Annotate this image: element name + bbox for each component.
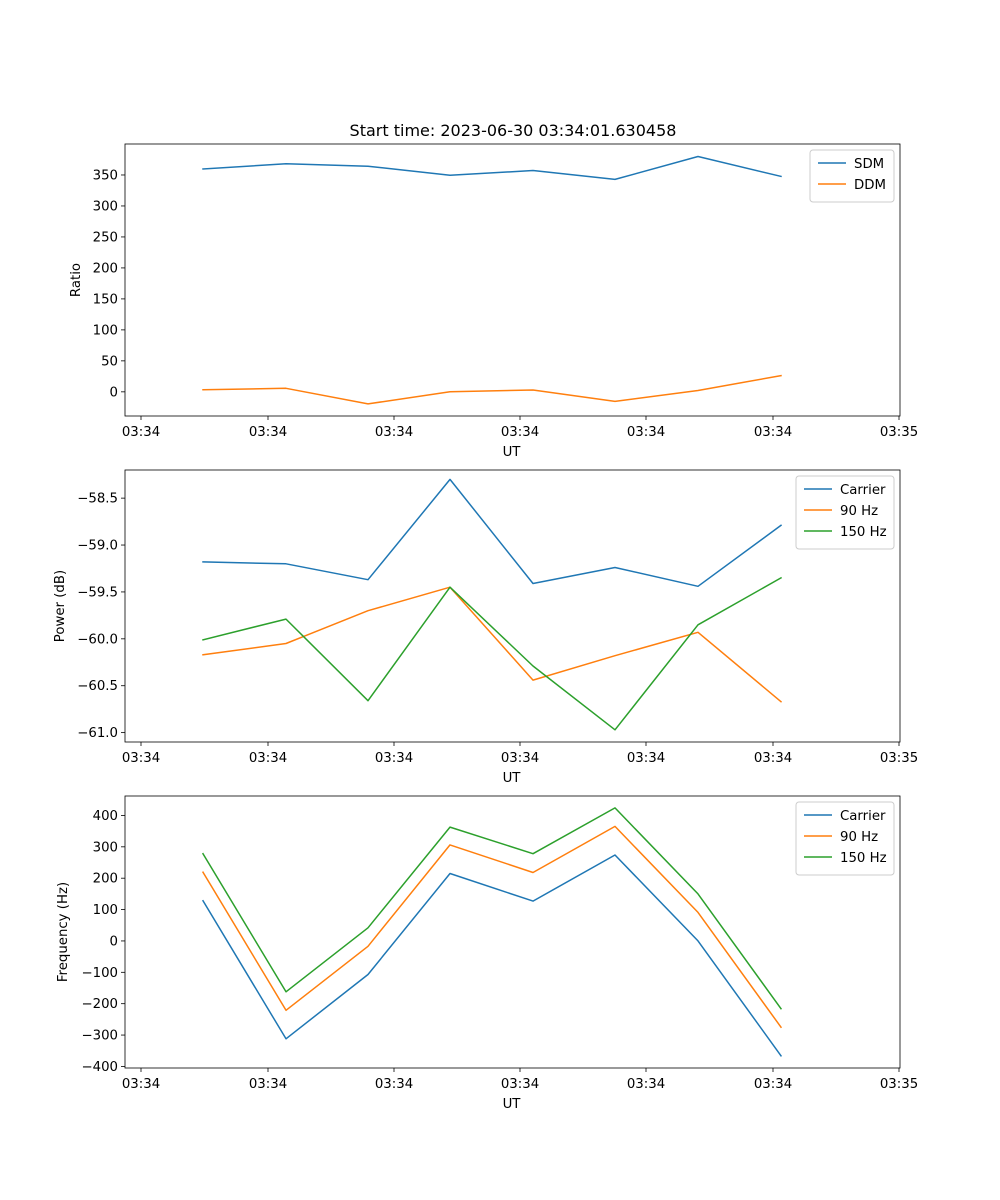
power-y-tick-label: −61.0 — [77, 726, 118, 741]
frequency-y-tick-label: −400 — [81, 1060, 118, 1075]
frequency-y-tick-label: −100 — [81, 966, 118, 981]
power-y-tick-label: −58.5 — [77, 492, 118, 507]
ratio-x-tick-label: 03:34 — [627, 425, 665, 440]
ratio-y-tick-label: 350 — [93, 168, 118, 183]
frequency-legend-label: 90 Hz — [840, 830, 878, 845]
power-legend-label: 150 Hz — [840, 525, 887, 540]
ratio-x-tick-label: 03:34 — [375, 425, 413, 440]
ratio-y-tick-label: 50 — [101, 354, 118, 369]
power-x-tick-label: 03:34 — [501, 751, 539, 766]
frequency-series-line-carrier — [201, 854, 783, 1057]
frequency-y-tick-label: 400 — [93, 809, 118, 824]
ratio-legend-label: SDM — [854, 157, 884, 172]
power-y-tick-label: −59.0 — [77, 539, 118, 554]
frequency-series-line-150-hz — [201, 807, 783, 1010]
power-x-tick-label: 03:35 — [880, 751, 918, 766]
ratio-axes-frame — [124, 143, 901, 417]
ratio-y-tick-label: 200 — [93, 261, 118, 276]
ratio-y-tick-label: 100 — [93, 323, 118, 338]
ratio-x-tick-label: 03:34 — [501, 425, 539, 440]
power-x-tick-label: 03:34 — [249, 751, 287, 766]
frequency-y-tick-label: −200 — [81, 997, 118, 1012]
frequency-x-tick-label: 03:34 — [501, 1077, 539, 1092]
ratio-legend-label: DDM — [854, 178, 886, 193]
frequency-series-line-90-hz — [201, 825, 783, 1029]
power-y-axis-label: Power (dB) — [53, 570, 68, 642]
frequency-y-axis-label: Frequency (Hz) — [56, 882, 71, 982]
ratio-y-tick-label: 0 — [110, 385, 118, 400]
ratio-y-tick-label: 250 — [93, 230, 118, 245]
ratio-x-axis-label: UT — [503, 445, 522, 460]
ratio-y-axis-label: Ratio — [69, 263, 84, 297]
frequency-legend-label: 150 Hz — [840, 851, 887, 866]
frequency-x-tick-label: 03:35 — [880, 1077, 918, 1092]
power-legend-label: 90 Hz — [840, 504, 878, 519]
frequency-y-tick-label: 300 — [93, 840, 118, 855]
power-axes-frame — [124, 469, 901, 743]
power-legend-label: Carrier — [840, 483, 886, 498]
frequency-x-tick-label: 03:34 — [375, 1077, 413, 1092]
power-x-tick-label: 03:34 — [375, 751, 413, 766]
power-y-tick-label: −59.5 — [77, 585, 118, 600]
frequency-axes-frame — [124, 795, 901, 1069]
ratio-x-tick-label: 03:34 — [249, 425, 287, 440]
frequency-x-tick-label: 03:34 — [122, 1077, 160, 1092]
ratio-series-line-sdm — [202, 155, 782, 181]
ratio-y-tick-label: 150 — [93, 292, 118, 307]
power-x-axis-label: UT — [503, 771, 522, 786]
ratio-x-tick-label: 03:34 — [754, 425, 792, 440]
frequency-y-tick-label: −300 — [81, 1029, 118, 1044]
frequency-legend-label: Carrier — [840, 809, 886, 824]
figure-title: Start time: 2023-06-30 03:34:01.630458 — [350, 121, 677, 140]
frequency-x-tick-label: 03:34 — [627, 1077, 665, 1092]
power-y-tick-label: −60.5 — [77, 679, 118, 694]
power-series-line-carrier — [202, 478, 783, 588]
ratio-y-tick-label: 300 — [93, 199, 118, 214]
power-y-tick-label: −60.0 — [77, 632, 118, 647]
power-panel: 03:34 03:34 03:34 03:34 03:34 03:34 03:35 −61.0… — [53, 469, 918, 786]
power-x-tick-label: 03:34 — [627, 751, 665, 766]
frequency-y-tick-label: 200 — [93, 872, 118, 887]
frequency-y-tick-label: 0 — [110, 934, 118, 949]
ratio-x-tick-label: 03:34 — [122, 425, 160, 440]
ratio-series-line-ddm — [202, 374, 782, 405]
frequency-y-tick-label: 100 — [93, 903, 118, 918]
power-series-line-90-hz — [202, 586, 783, 703]
frequency-panel: 03:34 03:34 03:34 03:34 03:34 03:34 03:35 −400 −… — [56, 795, 918, 1112]
power-x-tick-label: 03:34 — [754, 751, 792, 766]
frequency-x-tick-label: 03:34 — [754, 1077, 792, 1092]
frequency-x-axis-label: UT — [503, 1097, 522, 1112]
ratio-panel: 03:34 03:34 03:34 03:34 03:34 03:34 03:35 0 50 10… — [69, 143, 918, 460]
frequency-x-tick-label: 03:34 — [249, 1077, 287, 1092]
power-series-line-150-hz — [202, 576, 783, 731]
ratio-x-tick-label: 03:35 — [880, 425, 918, 440]
power-x-tick-label: 03:34 — [122, 751, 160, 766]
